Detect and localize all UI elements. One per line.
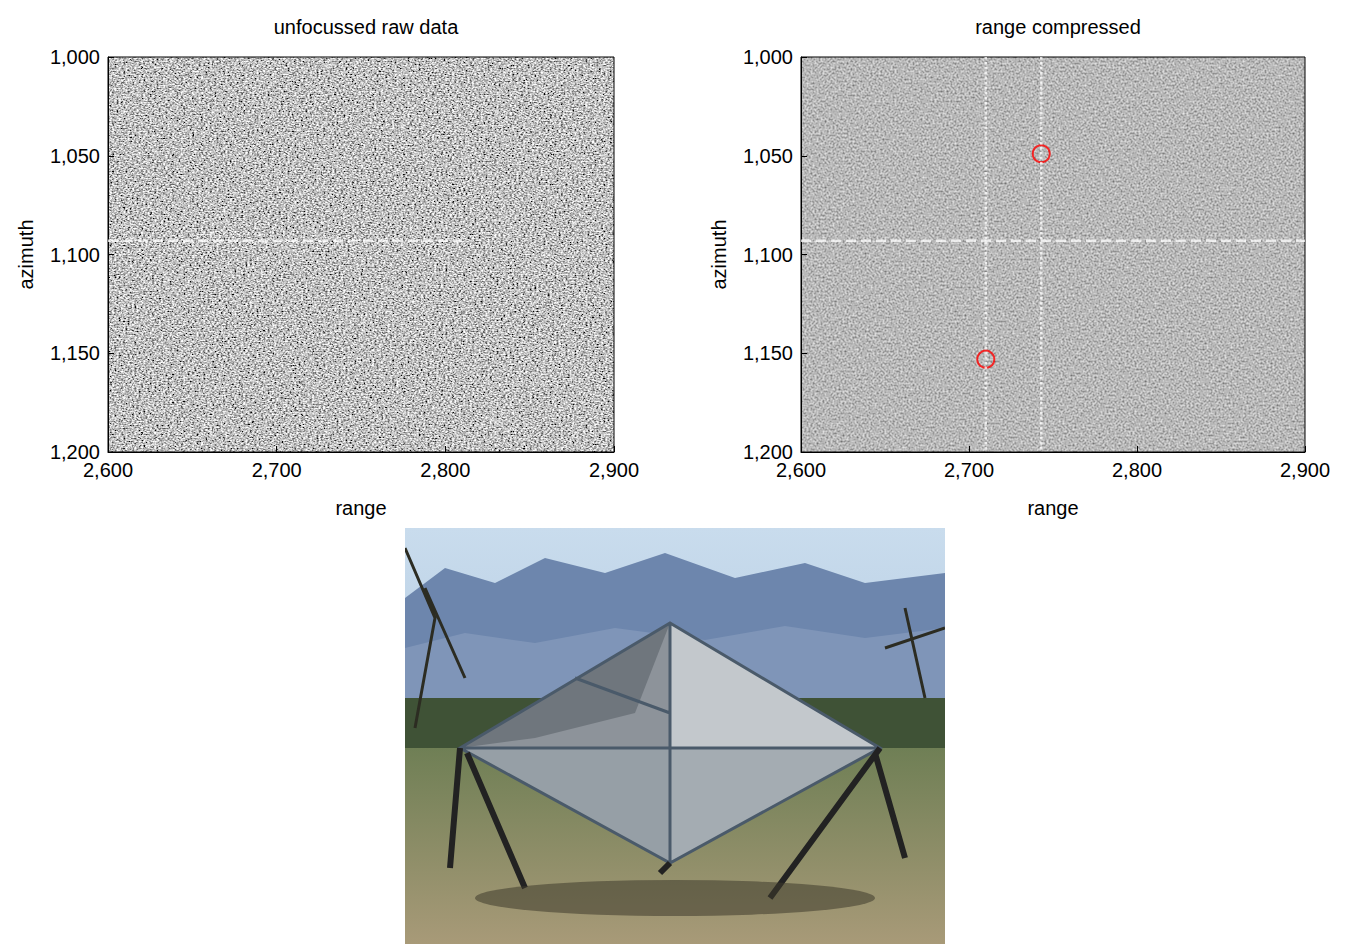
- svg-text:range: range: [1027, 497, 1078, 519]
- svg-text:2,800: 2,800: [420, 459, 470, 481]
- svg-text:1,050: 1,050: [743, 145, 793, 167]
- svg-text:1,200: 1,200: [742, 441, 793, 463]
- svg-text:2,800: 2,800: [1112, 459, 1162, 481]
- svg-text:2,600: 2,600: [83, 459, 133, 481]
- svg-text:1,100: 1,100: [50, 244, 100, 266]
- svg-text:2,700: 2,700: [252, 459, 302, 481]
- svg-text:1,050: 1,050: [50, 145, 100, 167]
- svg-text:2,600: 2,600: [776, 459, 826, 481]
- svg-text:range compressed: range compressed: [975, 16, 1141, 38]
- svg-text:2,900: 2,900: [1280, 459, 1330, 481]
- svg-text:range: range: [335, 497, 386, 519]
- svg-text:1,150: 1,150: [50, 342, 100, 364]
- svg-text:2,900: 2,900: [589, 459, 639, 481]
- svg-text:2,700: 2,700: [944, 459, 994, 481]
- svg-text:azimuth: azimuth: [15, 219, 37, 289]
- svg-text:1,200: 1,200: [49, 441, 100, 463]
- svg-text:1,000: 1,000: [743, 46, 793, 68]
- svg-text:1,150: 1,150: [743, 342, 793, 364]
- svg-text:azimuth: azimuth: [708, 219, 730, 289]
- svg-text:1,100: 1,100: [743, 244, 793, 266]
- svg-text:1,000: 1,000: [50, 46, 100, 68]
- svg-text:unfocussed raw data: unfocussed raw data: [274, 16, 459, 38]
